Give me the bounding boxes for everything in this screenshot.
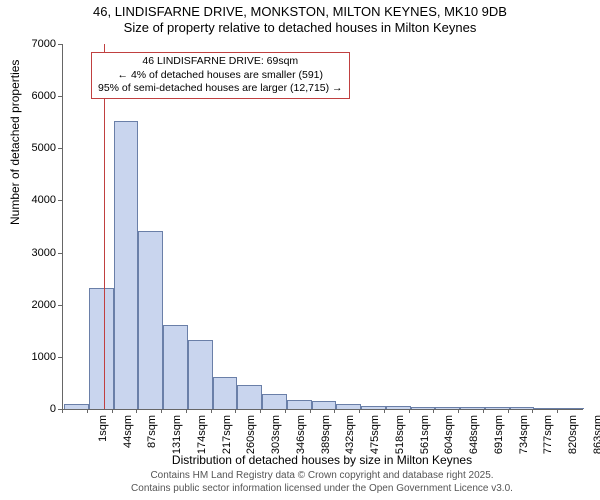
x-tick-mark <box>409 409 410 413</box>
x-tick-label: 863sqm <box>592 415 600 455</box>
x-tick-mark <box>508 409 509 413</box>
x-tick-mark <box>136 409 137 413</box>
y-tick-mark <box>58 409 62 410</box>
x-tick-mark <box>211 409 212 413</box>
x-tick-label: 217sqm <box>221 415 233 455</box>
annotation-line2: ← 4% of detached houses are smaller (591… <box>98 69 343 83</box>
x-tick-mark <box>359 409 360 413</box>
plot-area: 46 LINDISFARNE DRIVE: 69sqm ← 4% of deta… <box>62 44 583 410</box>
annotation-box: 46 LINDISFARNE DRIVE: 69sqm ← 4% of deta… <box>91 52 350 99</box>
x-tick-mark <box>433 409 434 413</box>
y-tick-label: 6000 <box>32 90 56 102</box>
y-tick-label: 0 <box>50 403 56 415</box>
x-tick-label: 820sqm <box>567 415 579 455</box>
x-tick-mark <box>285 409 286 413</box>
x-tick-mark <box>235 409 236 413</box>
y-tick-mark <box>58 357 62 358</box>
x-tick-label: 432sqm <box>344 415 356 455</box>
x-tick-label: 389sqm <box>320 415 332 455</box>
x-tick-mark <box>310 409 311 413</box>
x-axis-label: Distribution of detached houses by size … <box>62 453 582 467</box>
x-tick-label: 518sqm <box>394 415 406 455</box>
x-tick-mark <box>458 409 459 413</box>
x-tick-label: 1sqm <box>97 415 109 455</box>
x-tick-mark <box>112 409 113 413</box>
x-tick-mark <box>62 409 63 413</box>
histogram-bar <box>138 231 163 409</box>
histogram-bar <box>213 377 238 409</box>
chart-title-sub: Size of property relative to detached ho… <box>0 20 600 35</box>
x-tick-label: 87sqm <box>146 415 158 455</box>
y-tick-mark <box>58 96 62 97</box>
y-tick-label: 3000 <box>32 247 56 259</box>
x-tick-label: 174sqm <box>196 415 208 455</box>
annotation-line1: 46 LINDISFARNE DRIVE: 69sqm <box>98 55 343 69</box>
x-tick-mark <box>87 409 88 413</box>
histogram-bar <box>89 288 114 409</box>
y-tick-label: 7000 <box>32 38 56 50</box>
x-tick-label: 604sqm <box>443 415 455 455</box>
y-tick-mark <box>58 253 62 254</box>
y-tick-mark <box>58 200 62 201</box>
y-tick-label: 4000 <box>32 194 56 206</box>
y-tick-mark <box>58 44 62 45</box>
x-tick-mark <box>334 409 335 413</box>
x-tick-mark <box>384 409 385 413</box>
histogram-bar <box>287 400 312 409</box>
histogram-bar <box>312 401 337 409</box>
x-tick-label: 734sqm <box>518 415 530 455</box>
histogram-bar <box>262 394 287 409</box>
x-tick-label: 346sqm <box>295 415 307 455</box>
annotation-line3: 95% of semi-detached houses are larger (… <box>98 82 343 96</box>
histogram-bar <box>114 121 139 409</box>
histogram-bar <box>237 385 262 409</box>
x-tick-label: 44sqm <box>122 415 134 455</box>
histogram-bar <box>188 340 213 409</box>
x-tick-mark <box>483 409 484 413</box>
y-tick-mark <box>58 305 62 306</box>
x-tick-mark <box>186 409 187 413</box>
footer-line2: Contains public sector information licen… <box>62 483 582 496</box>
x-tick-label: 691sqm <box>493 415 505 455</box>
x-tick-mark <box>557 409 558 413</box>
y-tick-label: 5000 <box>32 142 56 154</box>
x-tick-label: 777sqm <box>542 415 554 455</box>
footer-line1: Contains HM Land Registry data © Crown c… <box>62 470 582 483</box>
x-tick-label: 648sqm <box>468 415 480 455</box>
y-tick-label: 2000 <box>32 299 56 311</box>
x-tick-mark <box>161 409 162 413</box>
y-tick-label: 1000 <box>32 351 56 363</box>
y-axis-ticks: 01000200030004000500060007000 <box>0 44 60 409</box>
y-tick-mark <box>58 148 62 149</box>
histogram-bar <box>163 325 188 409</box>
x-tick-label: 260sqm <box>245 415 257 455</box>
x-tick-label: 561sqm <box>419 415 431 455</box>
x-tick-mark <box>532 409 533 413</box>
footer-attribution: Contains HM Land Registry data © Crown c… <box>62 470 582 495</box>
x-tick-label: 131sqm <box>171 415 183 455</box>
x-tick-label: 303sqm <box>270 415 282 455</box>
x-tick-label: 475sqm <box>369 415 381 455</box>
chart-title-main: 46, LINDISFARNE DRIVE, MONKSTON, MILTON … <box>0 4 600 19</box>
x-axis-ticks: 1sqm 44sqm 87sqm 131sqm 174sqm 217sqm 260sqm 30… <box>62 409 582 454</box>
x-tick-mark <box>260 409 261 413</box>
chart-container: 46, LINDISFARNE DRIVE, MONKSTON, MILTON … <box>0 0 600 500</box>
